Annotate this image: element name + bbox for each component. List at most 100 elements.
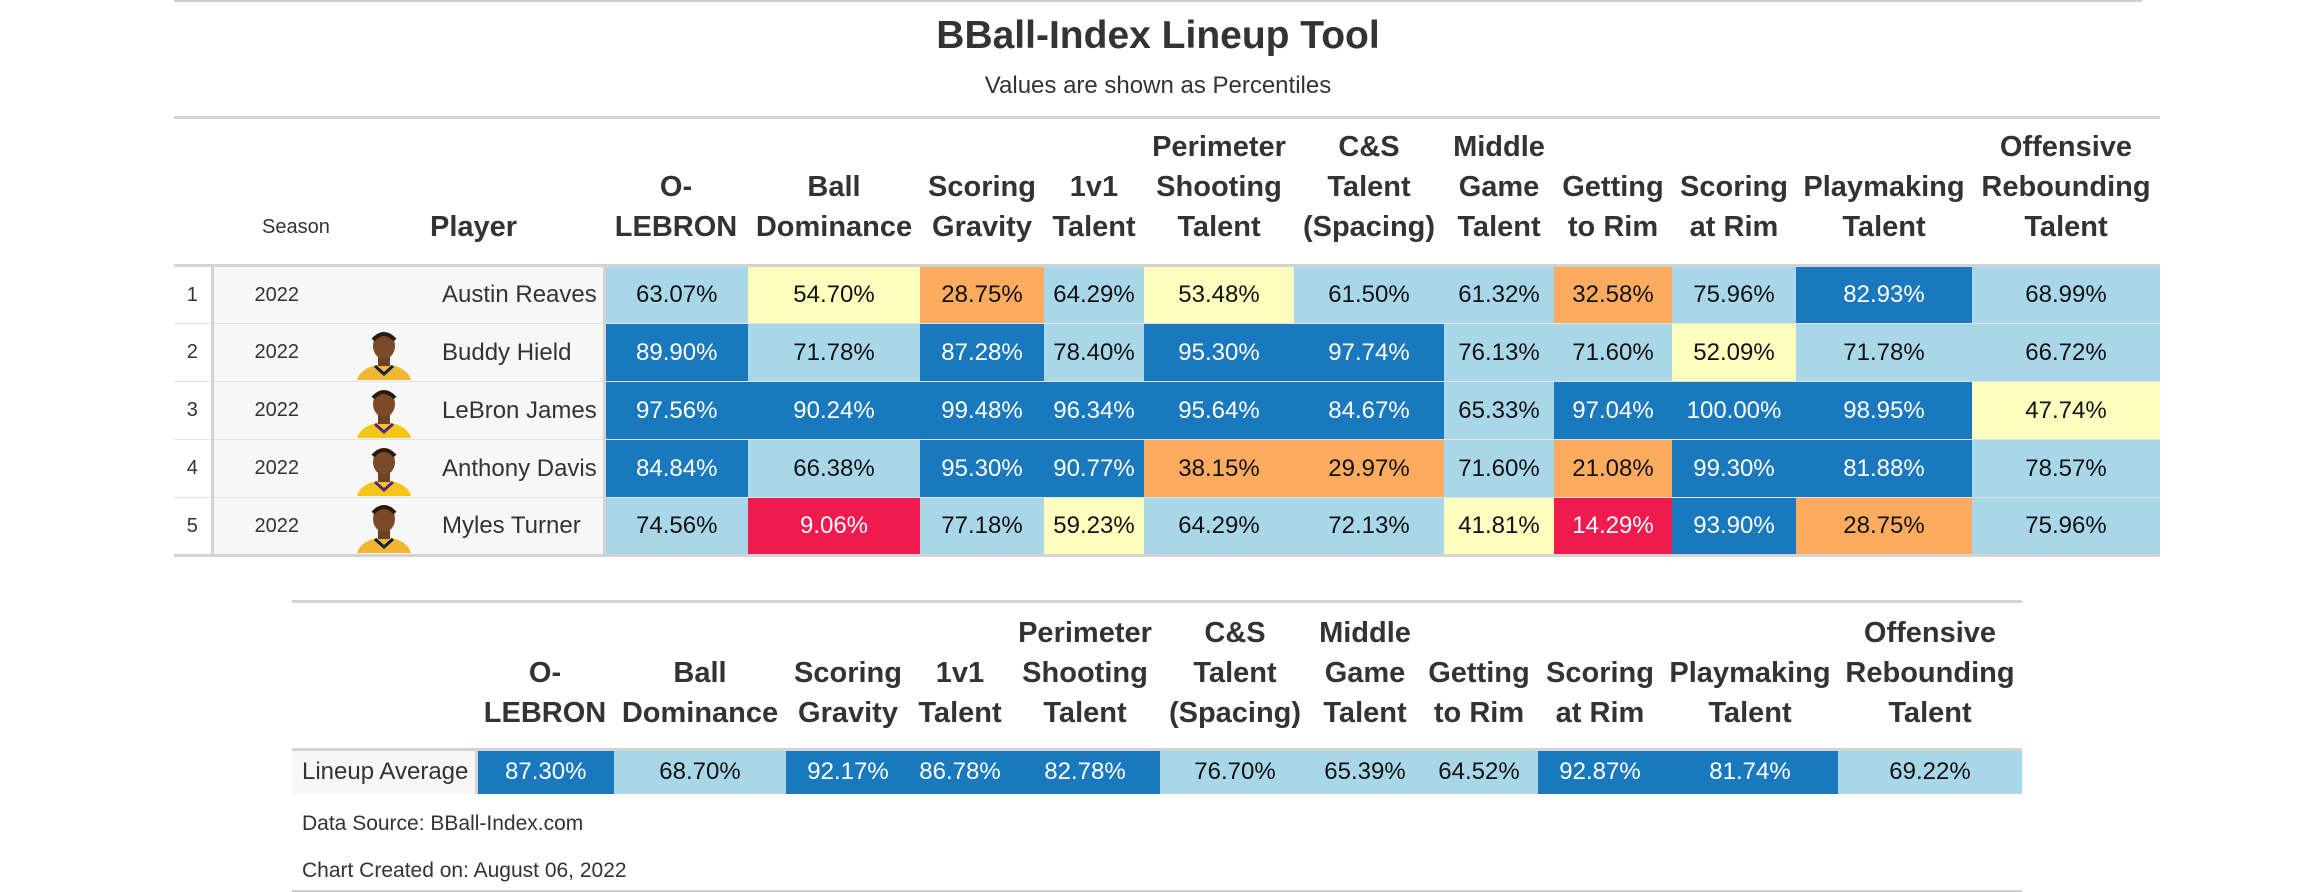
metric-header-scoring-at-rim: Scoring at Rim <box>1672 118 1796 266</box>
metric-header-1v1-talent: 1v1 Talent <box>1044 118 1144 266</box>
percentile-cell: 38.15% <box>1144 439 1294 498</box>
header-line: Scoring <box>1546 657 1654 689</box>
player-name: Buddy Hield <box>428 323 606 382</box>
header-line: O- <box>528 657 562 689</box>
rownum-header <box>174 118 212 266</box>
table-row: 1 2022 Austin Reaves 63.07% 54.70% 28.75% 64.2… <box>174 265 2160 324</box>
percentile-cell: 82.93% <box>1796 265 1972 324</box>
metric-header-offensive-rebounding-talent: Offensive Rebounding Talent <box>1972 118 2160 266</box>
header-line: Shooting <box>1156 171 1282 203</box>
player-header: Player <box>430 211 518 243</box>
header-line: Talent <box>1193 657 1277 689</box>
header-line: Gravity <box>932 211 1032 243</box>
table-header-row: Season Player O- LEBRON Ball Dominance Scori… <box>174 118 2160 266</box>
player-name: LeBron James <box>428 381 606 440</box>
top-rule <box>174 0 2142 2</box>
season-cell: 2022 <box>210 265 340 324</box>
header-line: to Rim <box>1433 697 1525 729</box>
average-metric-header-getting-to-rim: Getting to Rim <box>1420 602 1538 750</box>
average-metric-header-scoring-gravity: Scoring Gravity <box>786 602 910 750</box>
average-percentile-cell: 81.74% <box>1662 749 1838 794</box>
average-percentile-cell: 76.70% <box>1160 749 1310 794</box>
header-line: Getting <box>1562 171 1664 203</box>
header-line: (Spacing) <box>1168 697 1302 729</box>
table-row: 4 2022 Anthony Davis 84.84% 66.38% 95.30% 90.7… <box>174 439 2160 498</box>
percentile-cell: 84.67% <box>1294 381 1444 440</box>
average-percentile-cell: 86.78% <box>910 749 1010 794</box>
percentile-cell: 54.70% <box>748 265 920 324</box>
percentile-cell: 21.08% <box>1554 439 1672 498</box>
average-percentile-cell: 68.70% <box>614 749 786 794</box>
average-metric-header-ball-dominance: Ball Dominance <box>614 602 786 750</box>
header-line: Gravity <box>798 697 898 729</box>
header-line: Getting <box>1428 657 1530 689</box>
header-line: Dominance <box>755 211 913 243</box>
percentile-cell: 72.13% <box>1294 497 1444 556</box>
lineup-average-table: O- LEBRON Ball Dominance Scoring Gravity 1v1 Ta… <box>292 600 2022 794</box>
player-name: Anthony Davis <box>428 439 606 498</box>
metric-header-perimeter-shooting-talent: Perimeter Shooting Talent <box>1144 118 1294 266</box>
average-percentile-cell: 82.78% <box>1010 749 1160 794</box>
percentile-cell: 68.99% <box>1972 265 2160 324</box>
table-row: 5 2022 Myles Turner 74.56% 9.06% 77.18% 59.23%… <box>174 497 2160 556</box>
bottom-rule <box>292 890 2022 892</box>
header-line: Scoring <box>1680 171 1788 203</box>
lineup-average-label: Lineup Average <box>292 749 478 794</box>
average-metric-header-perimeter-shooting-talent: Perimeter Shooting Talent <box>1010 602 1160 750</box>
header-line: at Rim <box>1555 697 1645 729</box>
header-line: Shooting <box>1022 657 1148 689</box>
metric-header-scoring-gravity: Scoring Gravity <box>920 118 1044 266</box>
percentile-cell: 71.78% <box>748 323 920 382</box>
average-metric-header-o-lebron: O- LEBRON <box>476 602 614 750</box>
header-line: Rebounding <box>1845 657 2015 689</box>
average-metric-header-1v1-talent: 1v1 Talent <box>910 602 1010 750</box>
player-headshot-lakers <box>340 381 428 440</box>
player-name: Myles Turner <box>428 497 606 556</box>
average-percentile-cell: 64.52% <box>1420 749 1538 794</box>
player-name: Austin Reaves <box>428 265 606 324</box>
percentile-cell: 66.72% <box>1972 323 2160 382</box>
average-percentile-cell: 92.87% <box>1538 749 1662 794</box>
header-line: O- <box>659 171 693 203</box>
percentile-cell: 61.32% <box>1444 265 1554 324</box>
metric-header-ball-dominance: Ball Dominance <box>748 118 920 266</box>
metric-header-playmaking-talent: Playmaking Talent <box>1796 118 1972 266</box>
lineup-table: Season Player O- LEBRON Ball Dominance Scori… <box>174 116 2160 557</box>
percentile-cell: 71.60% <box>1444 439 1554 498</box>
row-number: 3 <box>186 399 198 421</box>
row-number: 4 <box>186 457 198 479</box>
header-line: Talent <box>1177 211 1261 243</box>
percentile-cell: 89.90% <box>604 323 748 382</box>
table-row: 3 2022 LeBron James 97.56% 90.24% 99.48% 96.34… <box>174 381 2160 440</box>
headshot-header <box>340 118 428 266</box>
average-label-header <box>292 602 476 750</box>
header-line: Game <box>1458 171 1540 203</box>
header-line: Playmaking <box>1669 657 1831 689</box>
header-line: Middle <box>1453 131 1545 163</box>
average-metric-header-middle-game-talent: Middle Game Talent <box>1310 602 1420 750</box>
percentile-cell: 14.29% <box>1554 497 1672 556</box>
percentile-cell: 98.95% <box>1796 381 1972 440</box>
percentile-cell: 77.18% <box>920 497 1044 556</box>
metric-header-getting-to-rim: Getting to Rim <box>1554 118 1672 266</box>
header-line: Scoring <box>794 657 902 689</box>
percentile-cell: 61.50% <box>1294 265 1444 324</box>
percentile-cell: 90.24% <box>748 381 920 440</box>
percentile-cell: 28.75% <box>920 265 1044 324</box>
percentile-cell: 95.30% <box>1144 323 1294 382</box>
percentile-cell: 9.06% <box>748 497 920 556</box>
percentile-cell: 97.56% <box>604 381 748 440</box>
season-cell: 2022 <box>210 439 340 498</box>
season-cell: 2022 <box>210 323 340 382</box>
percentile-cell: 64.29% <box>1144 497 1294 556</box>
average-header-row: O- LEBRON Ball Dominance Scoring Gravity 1v1 Ta… <box>292 602 2022 750</box>
header-line: at Rim <box>1689 211 1779 243</box>
row-number: 5 <box>186 514 198 537</box>
percentile-cell: 71.78% <box>1796 323 1972 382</box>
percentile-cell: 96.34% <box>1044 381 1144 440</box>
average-metric-header-c-s-talent-spacing: C&S Talent (Spacing) <box>1160 602 1310 750</box>
header-line: Talent <box>1457 211 1541 243</box>
percentile-cell: 84.84% <box>604 439 748 498</box>
header-line: C&S <box>1204 617 1266 649</box>
average-percentile-cell: 65.39% <box>1310 749 1420 794</box>
